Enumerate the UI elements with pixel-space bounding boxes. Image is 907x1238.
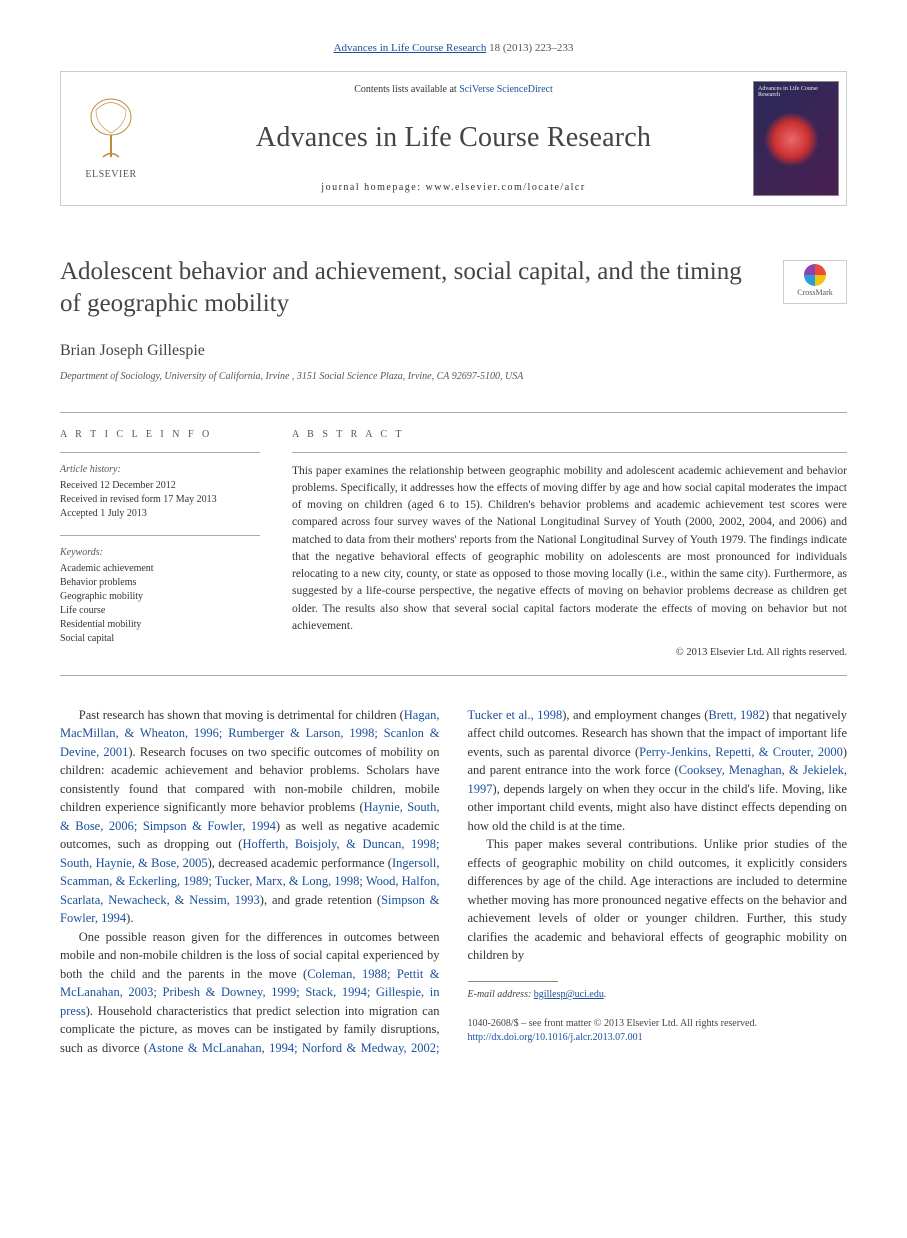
homepage-line: journal homepage: www.elsevier.com/locat… xyxy=(321,180,585,195)
running-citation: Advances in Life Course Research 18 (201… xyxy=(60,40,847,57)
page-root: Advances in Life Course Research 18 (201… xyxy=(0,0,907,1087)
publisher-logo-block: ELSEVIER xyxy=(61,72,161,205)
elsevier-tree-icon xyxy=(81,95,141,165)
footnote-label: E-mail address: xyxy=(468,989,534,1000)
keyword: Residential mobility xyxy=(60,618,260,632)
body-run: ). xyxy=(126,911,133,925)
keyword: Academic achievement xyxy=(60,562,260,576)
article-title: Adolescent behavior and achievement, soc… xyxy=(60,256,847,321)
info-rule xyxy=(60,452,260,453)
keyword: Behavior problems xyxy=(60,576,260,590)
doi-link[interactable]: http://dx.doi.org/10.1016/j.alcr.2013.07… xyxy=(468,1032,643,1043)
meta-abstract-row: A R T I C L E I N F O Article history: R… xyxy=(60,412,847,676)
cover-title-text: Advances in Life Course Research xyxy=(758,86,834,99)
citation-suffix: 18 (2013) 223–233 xyxy=(486,42,573,54)
journal-banner: ELSEVIER Contents lists available at Sci… xyxy=(60,71,847,206)
keywords-block: Keywords: Academic achievement Behavior … xyxy=(60,546,260,646)
history-line: Accepted 1 July 2013 xyxy=(60,507,260,521)
article-info-column: A R T I C L E I N F O Article history: R… xyxy=(60,413,260,675)
body-text: Past research has shown that moving is d… xyxy=(60,706,847,1058)
body-run: Past research has shown that moving is d… xyxy=(79,708,404,722)
info-rule xyxy=(60,535,260,536)
banner-center: Contents lists available at SciVerse Sci… xyxy=(161,72,746,205)
cover-image: Advances in Life Course Research xyxy=(753,81,839,196)
footnote-rule xyxy=(468,981,558,982)
author-name: Brian Joseph Gillespie xyxy=(60,339,847,363)
footer-copyright-line: 1040-2608/$ – see front matter © 2013 El… xyxy=(468,1017,848,1031)
article-info-heading: A R T I C L E I N F O xyxy=(60,427,260,442)
footnote-suffix: . xyxy=(604,989,607,1000)
keywords-label: Keywords: xyxy=(60,546,260,560)
body-run: ), and grade retention ( xyxy=(260,893,381,907)
crossmark-icon xyxy=(804,264,826,286)
body-run: ), decreased academic performance ( xyxy=(208,856,392,870)
contents-prefix: Contents lists available at xyxy=(354,84,459,95)
article-history-block: Article history: Received 12 December 20… xyxy=(60,463,260,521)
corresponding-footnote: E-mail address: bgillesp@uci.edu. xyxy=(468,988,848,1003)
abstract-text: This paper examines the relationship bet… xyxy=(292,463,847,636)
author-email-link[interactable]: bgillesp@uci.edu xyxy=(534,989,604,1000)
crossmark-badge[interactable]: CrossMark xyxy=(783,260,847,304)
crossmark-label: CrossMark xyxy=(797,288,833,298)
contents-line: Contents lists available at SciVerse Sci… xyxy=(354,82,553,97)
homepage-label: journal homepage: xyxy=(321,182,425,193)
abstract-column: A B S T R A C T This paper examines the … xyxy=(292,413,847,675)
abstract-copyright: © 2013 Elsevier Ltd. All rights reserved… xyxy=(292,645,847,661)
keyword: Life course xyxy=(60,604,260,618)
history-line: Received 12 December 2012 xyxy=(60,479,260,493)
journal-cover-thumb: Advances in Life Course Research xyxy=(746,72,846,205)
body-run: ), depends largely on when they occur in… xyxy=(468,782,848,833)
sciencedirect-link[interactable]: SciVerse ScienceDirect xyxy=(459,84,553,95)
keyword: Geographic mobility xyxy=(60,590,260,604)
body-paragraph: This paper makes several contributions. … xyxy=(468,835,848,965)
keyword: Social capital xyxy=(60,632,260,646)
citation-link[interactable]: Perry-Jenkins, Repetti, & Crouter, 2000 xyxy=(639,745,843,759)
author-affiliation: Department of Sociology, University of C… xyxy=(60,369,847,384)
abstract-rule xyxy=(292,452,847,453)
history-line: Received in revised form 17 May 2013 xyxy=(60,493,260,507)
footer-meta: 1040-2608/$ – see front matter © 2013 El… xyxy=(468,1017,848,1045)
body-paragraph: Past research has shown that moving is d… xyxy=(60,706,440,928)
journal-name: Advances in Life Course Research xyxy=(256,117,651,159)
history-label: Article history: xyxy=(60,463,260,477)
body-run: This paper makes several contributions. … xyxy=(468,837,848,962)
article-title-text: Adolescent behavior and achievement, soc… xyxy=(60,258,742,318)
homepage-url: www.elsevier.com/locate/alcr xyxy=(426,182,586,193)
body-run: ), and employment changes ( xyxy=(562,708,708,722)
abstract-heading: A B S T R A C T xyxy=(292,427,847,442)
publisher-label: ELSEVIER xyxy=(85,167,136,182)
citation-link[interactable]: Brett, 1982 xyxy=(708,708,765,722)
citation-journal-link[interactable]: Advances in Life Course Research xyxy=(334,42,487,54)
